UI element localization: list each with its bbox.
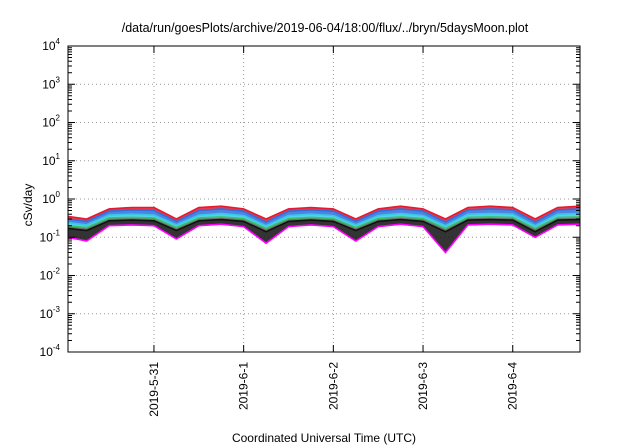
y-tick-label: 101 [42, 152, 60, 168]
y-axis: 104 103 102 101 100 10-1 10-2 10-3 10-4 [40, 37, 580, 359]
y-tick-label: 10-2 [40, 267, 61, 283]
x-axis: 2019-5-31 2019-6-1 2019-6-2 2019-6-3 2019-6-… [147, 46, 520, 417]
y-tick-label: 10-1 [40, 228, 61, 244]
x-tick-label: 2019-6-1 [237, 362, 251, 410]
series-line [67, 218, 581, 233]
y-axis-label: cSv/day [21, 184, 35, 227]
y-tick-label: 10-4 [40, 343, 61, 359]
y-tick-label: 100 [42, 190, 60, 206]
x-tick-label: 2019-5-31 [147, 362, 161, 417]
x-axis-label: Coordinated Universal Time (UTC) [232, 431, 416, 445]
series-line [67, 216, 581, 230]
y-tick-label: 102 [42, 114, 60, 130]
y-tick-label: 104 [42, 37, 60, 53]
series-group [67, 205, 581, 254]
y-tick-label: 103 [42, 75, 60, 91]
series-line [67, 223, 581, 254]
series-line [67, 208, 581, 223]
x-tick-label: 2019-6-4 [506, 362, 520, 410]
series-line [67, 205, 581, 220]
series-line [67, 212, 581, 227]
grid-lines [68, 46, 580, 352]
x-tick-label: 2019-6-2 [326, 362, 340, 410]
x-tick-label: 2019-6-3 [416, 362, 430, 410]
chart-title: /data/run/goesPlots/archive/2019-06-04/1… [122, 21, 529, 35]
y-tick-label: 10-3 [40, 305, 61, 321]
